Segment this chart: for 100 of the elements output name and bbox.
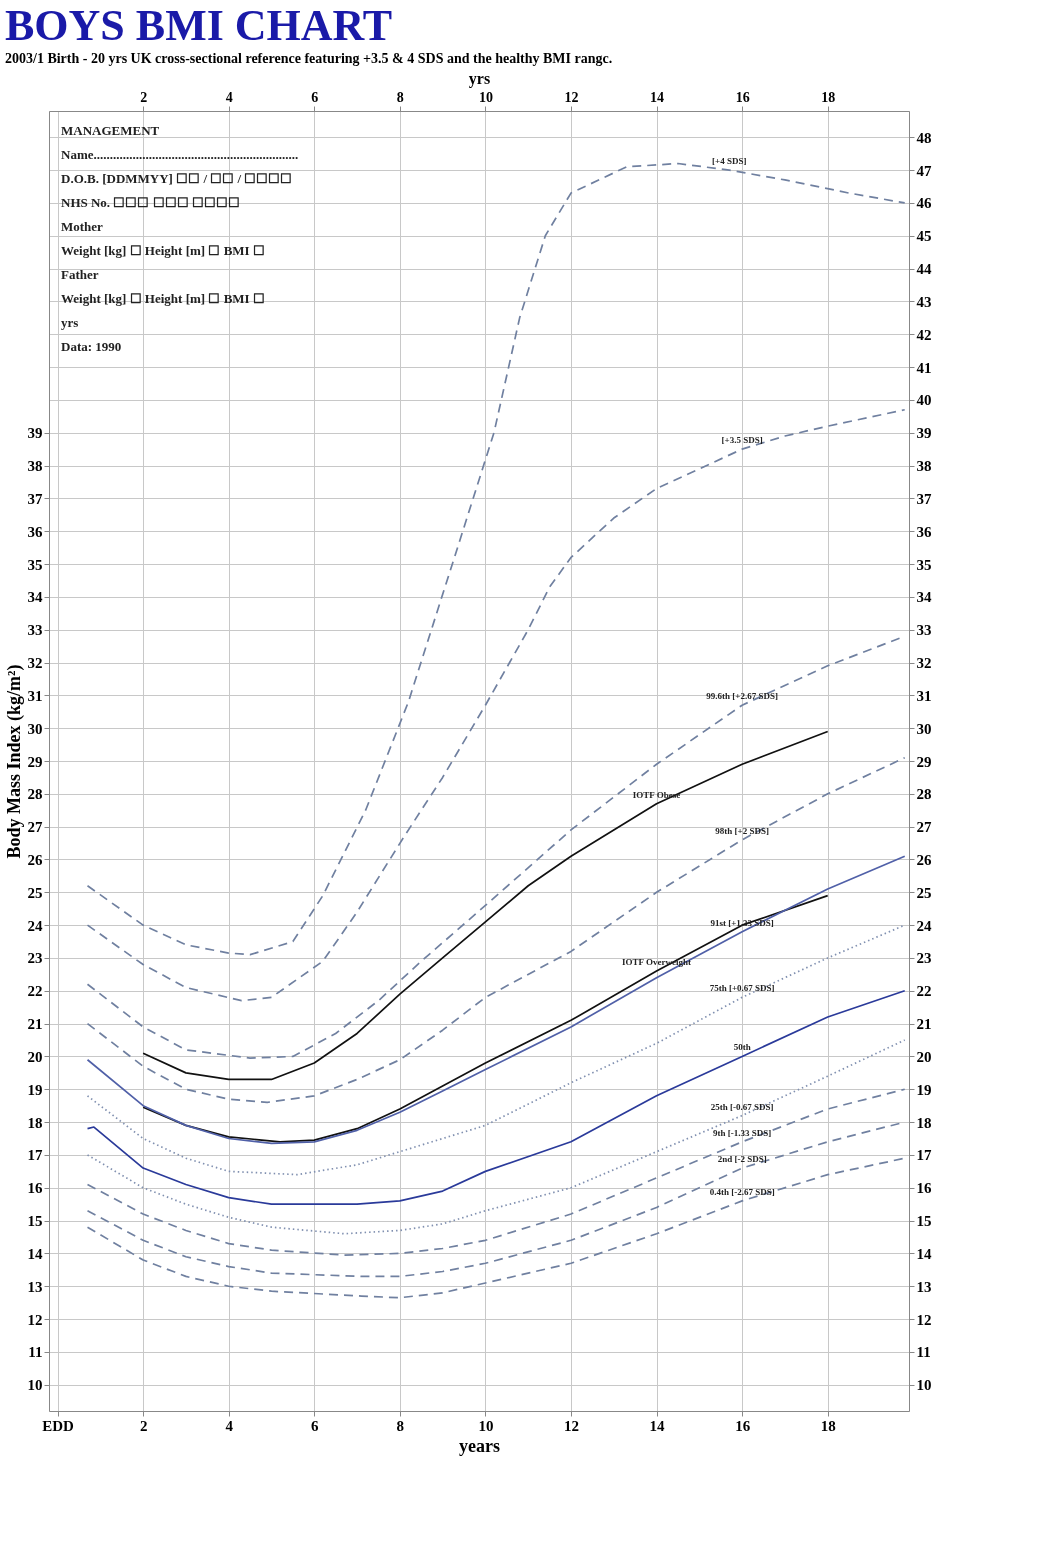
- y2-tick-label: 34: [916, 589, 932, 606]
- y2-tick-label: 29: [916, 753, 932, 770]
- y-tick-label: 39: [27, 425, 43, 442]
- y2-tick-label: 14: [916, 1245, 932, 1262]
- y-tick-label: 19: [27, 1081, 43, 1098]
- line-series: [86, 1039, 906, 1235]
- y2-tick-label: 15: [916, 1213, 932, 1230]
- y2-tick-label: 22: [916, 983, 932, 1000]
- y-tick-label: 28: [27, 786, 43, 803]
- y-tick-label: 37: [27, 490, 43, 507]
- y-tick-label: 18: [27, 1114, 43, 1131]
- x2-axis-title: yrs: [468, 69, 491, 88]
- x2-tick-label: 12: [564, 89, 579, 105]
- y2-tick-label: 42: [916, 326, 932, 343]
- y-tick-label: 24: [27, 917, 43, 934]
- y2-tick-label: 30: [916, 720, 932, 737]
- x2-tick-label: 6: [311, 89, 319, 105]
- annotation: Father: [61, 267, 99, 282]
- y2-tick-label: 46: [916, 195, 932, 212]
- y-tick-label: 15: [27, 1213, 43, 1230]
- line-series: [86, 756, 906, 1104]
- y-tick-label: 33: [27, 622, 43, 639]
- y-tick-label: 23: [27, 950, 43, 967]
- y2-tick-label: 19: [916, 1081, 932, 1098]
- y-tick-label: 13: [27, 1278, 43, 1295]
- y2-tick-label: 18: [916, 1114, 932, 1131]
- series-label: 0.4th [-2.67 SDS]: [709, 1186, 775, 1197]
- line-series: [86, 855, 906, 1145]
- y-tick-label: 16: [27, 1180, 43, 1197]
- x-tick-label: EDD: [42, 1417, 75, 1434]
- x-axis-title: years: [459, 1435, 500, 1456]
- y2-tick-label: 47: [916, 162, 932, 179]
- y2-tick-label: 44: [916, 261, 932, 278]
- series-label: 2nd [-2 SDS]: [717, 1154, 767, 1165]
- y2-tick-label: 35: [916, 556, 932, 573]
- x2-tick-label: 8: [396, 89, 404, 105]
- y2-tick-label: 33: [916, 622, 932, 639]
- y-tick-label: 20: [27, 1048, 43, 1065]
- y2-tick-label: 37: [916, 490, 932, 507]
- y2-tick-label: 20: [916, 1048, 932, 1065]
- y-tick-label: 34: [27, 589, 43, 606]
- x-tick-label: 6: [311, 1417, 320, 1434]
- y2-tick-label: 39: [916, 425, 932, 442]
- chart-title: BOYS BMI CHART: [5, 1, 393, 50]
- y2-tick-label: 31: [916, 687, 932, 704]
- annotation: yrs: [61, 315, 79, 330]
- y2-tick-label: 45: [916, 228, 932, 245]
- y2-tick-label: 11: [916, 1344, 931, 1361]
- y-tick-label: 17: [27, 1147, 43, 1164]
- x2-tick-label: 14: [650, 89, 665, 105]
- y2-tick-label: 12: [916, 1311, 932, 1328]
- annotation: D.O.B. [DDMMYY] ☐☐ / ☐☐ / ☐☐☐☐: [61, 171, 293, 186]
- x2-tick-label: 18: [821, 89, 836, 105]
- x2-tick-label: 2: [140, 89, 148, 105]
- series-label: 99.6th [+2.67 SDS]: [706, 691, 778, 702]
- y-tick-label: 31: [27, 687, 43, 704]
- y-axis-title: Body Mass Index (kg/m²): [3, 664, 25, 859]
- line-series: [86, 408, 906, 1002]
- y-tick-label: 35: [27, 556, 43, 573]
- y-tick-label: 14: [27, 1245, 43, 1262]
- y2-tick-label: 24: [916, 917, 932, 934]
- y-tick-label: 11: [28, 1344, 43, 1361]
- series-label: 25th [-0.67 SDS]: [710, 1101, 774, 1112]
- series-label: [+4 SDS]: [712, 156, 747, 167]
- y2-tick-label: 28: [916, 786, 932, 803]
- y2-tick-label: 40: [916, 392, 932, 409]
- annotation: MANAGEMENT: [61, 123, 160, 138]
- annotation: Data: 1990: [61, 339, 122, 354]
- x-tick-label: 10: [478, 1417, 494, 1434]
- line-series: [142, 730, 829, 1081]
- series-label: 50th: [733, 1042, 751, 1053]
- y2-tick-label: 10: [916, 1377, 932, 1394]
- x2-tick-label: 10: [478, 89, 493, 105]
- x-tick-label: 14: [649, 1417, 666, 1434]
- y-tick-label: 12: [27, 1311, 43, 1328]
- y2-tick-label: 41: [916, 359, 932, 376]
- annotation: Name...............................................................: [61, 147, 299, 162]
- y2-tick-label: 38: [916, 458, 932, 475]
- x2-tick-label: 4: [225, 89, 233, 105]
- x-tick-label: 18: [820, 1417, 836, 1434]
- y-tick-label: 10: [27, 1377, 43, 1394]
- y2-tick-label: 27: [916, 819, 932, 836]
- y2-tick-label: 36: [916, 523, 932, 540]
- y2-tick-label: 17: [916, 1147, 932, 1164]
- y-tick-label: 36: [27, 523, 43, 540]
- x-tick-label: 4: [225, 1417, 234, 1434]
- y-tick-label: 29: [27, 753, 43, 770]
- line-series: [86, 1157, 906, 1299]
- y-tick-label: 22: [27, 983, 43, 1000]
- x2-tick-label: 16: [735, 89, 750, 105]
- series-label: 75th [+0.67 SDS]: [709, 983, 775, 994]
- annotation: NHS No. ☐☐☐ ☐☐☐ ☐☐☐☐: [61, 195, 240, 210]
- y2-tick-label: 25: [916, 884, 932, 901]
- annotation: Weight [kg] ☐ Height [m] ☐ BMI ☐: [61, 243, 265, 258]
- annotation: Weight [kg] ☐ Height [m] ☐ BMI ☐: [61, 291, 265, 306]
- y-tick-label: 27: [27, 819, 43, 836]
- y2-tick-label: 23: [916, 950, 932, 967]
- y-tick-label: 25: [27, 884, 43, 901]
- y-tick-label: 26: [27, 851, 43, 868]
- y2-tick-label: 48: [916, 129, 932, 146]
